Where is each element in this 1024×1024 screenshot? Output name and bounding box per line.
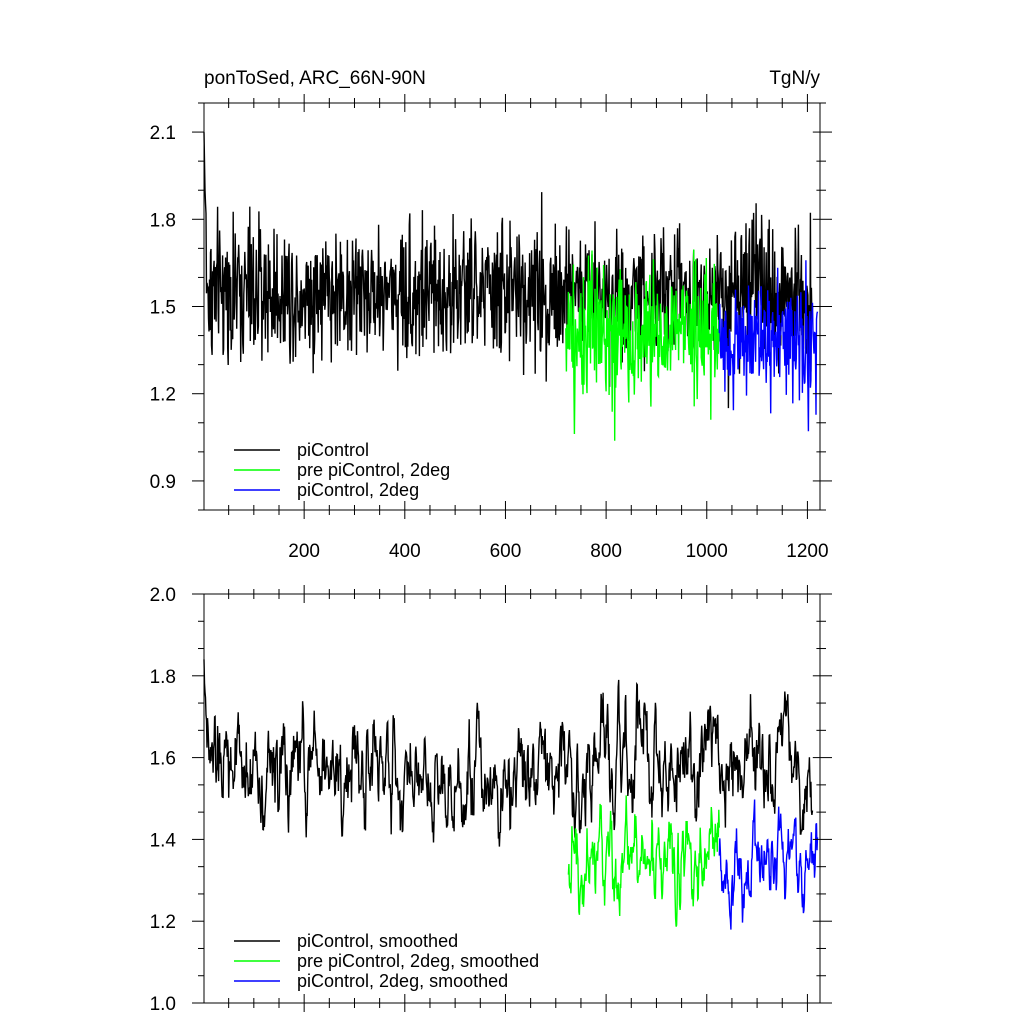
series-line-1	[567, 795, 720, 927]
y-tick-label: 2.0	[150, 585, 176, 606]
x-tick-label: 200	[288, 541, 320, 562]
x-tick-label: 1000	[686, 541, 728, 562]
y-tick-label: 1.5	[150, 298, 176, 319]
y-tick-label: 1.6	[150, 749, 176, 770]
legend-label-0: piControl, smoothed	[297, 931, 458, 951]
top-title-left: ponToSed, ARC_66N-90N	[204, 68, 426, 89]
legend-label-2: piControl, 2deg	[297, 480, 419, 500]
x-tick-label: 600	[490, 541, 522, 562]
x-tick-label: 800	[590, 541, 622, 562]
legend-label-1: pre piControl, 2deg	[297, 460, 450, 480]
top-plot: ponToSed, ARC_66N-90N TgN/y 200 400 600 800…	[150, 68, 832, 562]
y-tick-label: 1.8	[150, 210, 176, 231]
legend-label-2: piControl, 2deg, smoothed	[297, 971, 508, 991]
legend-label-1: pre piControl, 2deg, smoothed	[297, 951, 539, 971]
legend-label-0: piControl	[297, 440, 369, 460]
series-line-0	[203, 659, 814, 847]
y-tick-label: 1.2	[150, 912, 176, 933]
x-tick-label: 400	[389, 541, 421, 562]
x-tick-label: 1200	[786, 541, 828, 562]
y-tick-label: 1.8	[150, 667, 176, 688]
y-tick-label: 1.4	[150, 830, 177, 851]
series-line-0	[203, 132, 814, 409]
y-tick-label: 2.1	[150, 123, 176, 144]
series-line-2	[718, 799, 819, 930]
y-tick-label: 1.0	[150, 994, 176, 1015]
y-tick-label: 1.2	[150, 385, 176, 406]
series-line-2	[718, 260, 819, 432]
plot-frame	[203, 593, 821, 1004]
series-line-1	[565, 249, 720, 441]
bottom-plot: 1.0 1.2 1.4 1.6 1.8 2.0 piControl, smoothedpre…	[150, 585, 832, 1015]
y-tick-label: 0.9	[150, 472, 176, 493]
top-title-right: TgN/y	[769, 68, 820, 89]
